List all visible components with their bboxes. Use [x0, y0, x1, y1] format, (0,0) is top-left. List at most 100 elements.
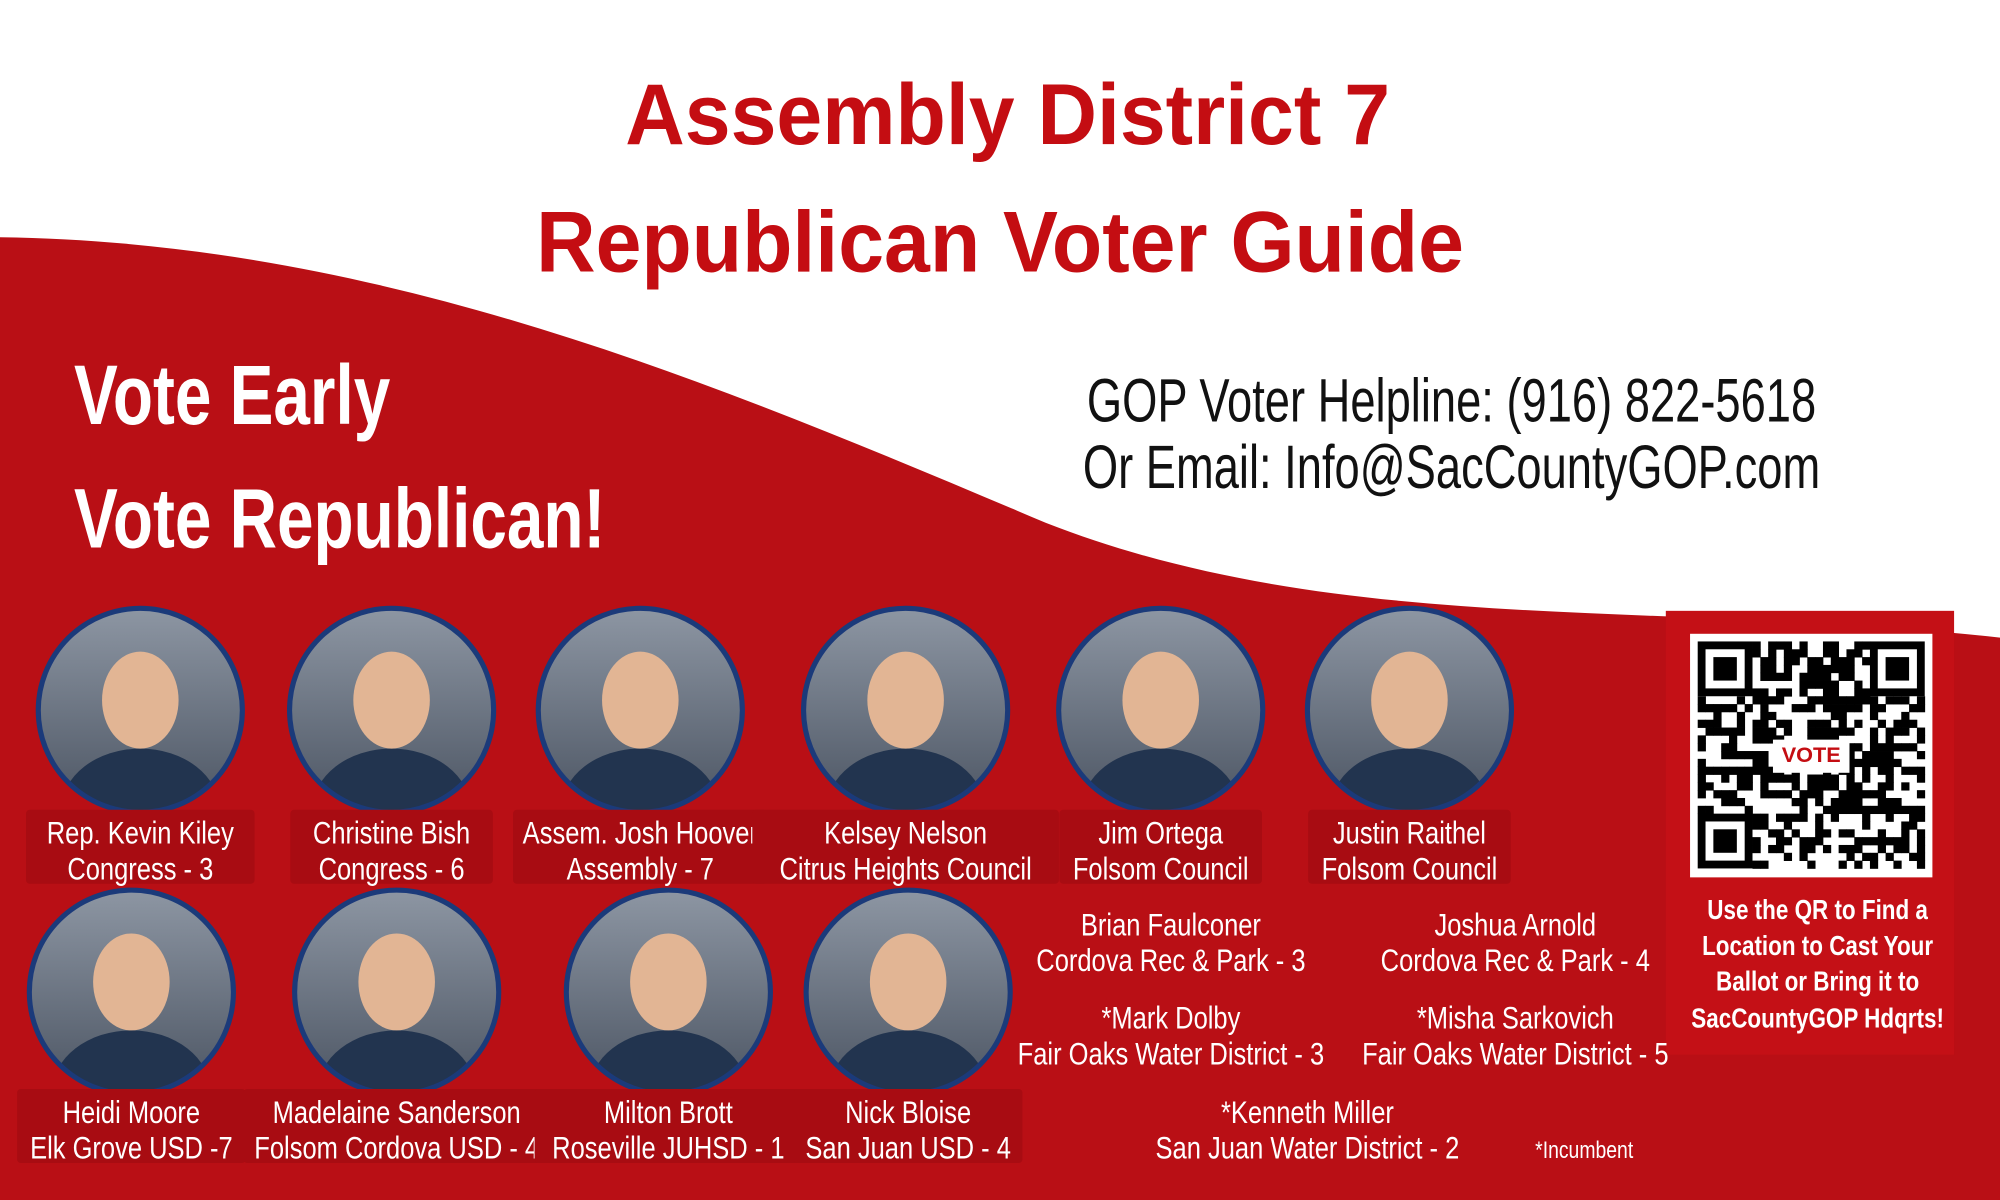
qr-module — [1713, 704, 1722, 713]
qr-module — [1846, 790, 1855, 799]
qr-module — [1775, 672, 1785, 681]
qr-module — [1775, 641, 1785, 650]
qr-module — [1775, 719, 1785, 728]
qr-module — [1838, 719, 1847, 728]
qr-module — [1869, 860, 1879, 869]
qr-module — [1729, 735, 1738, 744]
candidate-name: Madelaine Sanderson — [273, 1095, 521, 1130]
qr-module — [1752, 758, 1761, 768]
qr-module — [1901, 844, 1910, 854]
candidate-photo — [566, 890, 771, 1095]
qr-module — [1736, 766, 1746, 775]
qr-module — [1862, 657, 1871, 666]
qr-module — [1854, 758, 1863, 768]
qr-module — [1713, 766, 1722, 775]
qr-module — [1807, 782, 1816, 791]
qr-module — [1862, 641, 1871, 650]
qr-module — [1854, 790, 1863, 799]
qr-module — [1768, 735, 1777, 744]
title-group: Assembly District 7 — [625, 65, 1390, 162]
qr-module — [1768, 672, 1777, 681]
qr-module — [1893, 743, 1902, 752]
qr-module — [1783, 664, 1793, 674]
qr-module — [1697, 735, 1706, 744]
qr-module — [1869, 758, 1879, 768]
qr-module — [1705, 719, 1714, 728]
qr-module — [1822, 649, 1832, 658]
qr-module — [1909, 704, 1918, 713]
photo-face — [353, 651, 430, 749]
qr-module — [1846, 797, 1855, 807]
qr-module — [1885, 735, 1894, 744]
qr-finder — [1697, 641, 1753, 697]
candidate-office-group: Fair Oaks Water District - 5 — [1362, 1037, 1669, 1072]
qr-module — [1783, 852, 1793, 861]
qr-code — [1697, 641, 1926, 869]
candidate-office-group: Congress - 6 — [319, 852, 465, 887]
candidate-name-group: Justin Raithel — [1333, 816, 1486, 851]
qr-module — [1877, 751, 1886, 760]
qr-caption-group: Location to Cast Your — [1702, 931, 1933, 962]
qr-caption: SacCountyGOP Hdqrts! — [1691, 1003, 1944, 1034]
qr-module — [1744, 782, 1753, 791]
candidate-office: Citrus Heights Council — [779, 852, 1031, 887]
qr-module — [1916, 829, 1926, 838]
slogan: Vote Early — [74, 348, 390, 442]
candidate-office-group: Folsom Council — [1073, 852, 1249, 887]
qr-module — [1729, 704, 1738, 713]
qr-module — [1877, 719, 1886, 728]
qr-module — [1846, 805, 1855, 815]
candidate-office-group: San Juan USD - 4 — [805, 1131, 1011, 1166]
qr-module — [1713, 727, 1722, 736]
qr-module — [1854, 743, 1863, 752]
qr-module — [1799, 805, 1808, 815]
qr-module — [1807, 680, 1816, 689]
qr-module — [1909, 852, 1918, 861]
qr-module — [1815, 782, 1824, 791]
title-group: Republican Voter Guide — [536, 193, 1464, 290]
qr-finder-core — [1713, 657, 1737, 681]
qr-module — [1744, 704, 1753, 713]
qr-module — [1854, 719, 1863, 728]
qr-module — [1838, 797, 1847, 807]
title: Assembly District 7 — [625, 65, 1390, 162]
qr-module — [1885, 766, 1894, 775]
qr-module — [1697, 790, 1706, 799]
qr-module — [1807, 672, 1816, 681]
qr-module — [1736, 696, 1746, 705]
candidate-office-group: Assembly - 7 — [567, 852, 714, 887]
qr-module — [1830, 680, 1840, 689]
qr-module — [1815, 680, 1824, 689]
qr-module — [1815, 735, 1824, 744]
qr-module — [1752, 821, 1761, 830]
qr-module — [1838, 672, 1847, 681]
qr-module — [1815, 813, 1824, 822]
candidate-office: Congress - 6 — [319, 852, 465, 887]
candidate-name-group: Brian Faulconer — [1081, 908, 1261, 943]
qr-module — [1697, 704, 1706, 713]
qr-module — [1830, 641, 1840, 650]
qr-module — [1791, 774, 1800, 783]
label-background — [534, 1089, 803, 1164]
qr-module — [1799, 837, 1808, 846]
candidate-photo — [806, 890, 1011, 1095]
qr-module — [1846, 727, 1855, 736]
qr-module — [1752, 649, 1761, 658]
qr-module — [1893, 696, 1902, 705]
qr-module — [1807, 790, 1816, 799]
qr-module — [1807, 719, 1816, 728]
qr-module — [1830, 735, 1840, 744]
qr-module — [1877, 704, 1886, 713]
qr-module — [1752, 813, 1761, 822]
qr-module — [1775, 844, 1785, 854]
qr-module — [1799, 704, 1808, 713]
qr-module — [1846, 844, 1855, 854]
qr-module — [1697, 782, 1706, 791]
candidate-office-group: Folsom Cordova USD - 4 — [254, 1131, 539, 1166]
qr-module — [1916, 844, 1926, 854]
qr-finder-core — [1885, 657, 1910, 681]
qr-module — [1799, 852, 1808, 861]
candidate-name-group: Kelsey Nelson — [824, 816, 987, 851]
qr-module — [1752, 837, 1761, 846]
qr-module — [1877, 844, 1886, 854]
